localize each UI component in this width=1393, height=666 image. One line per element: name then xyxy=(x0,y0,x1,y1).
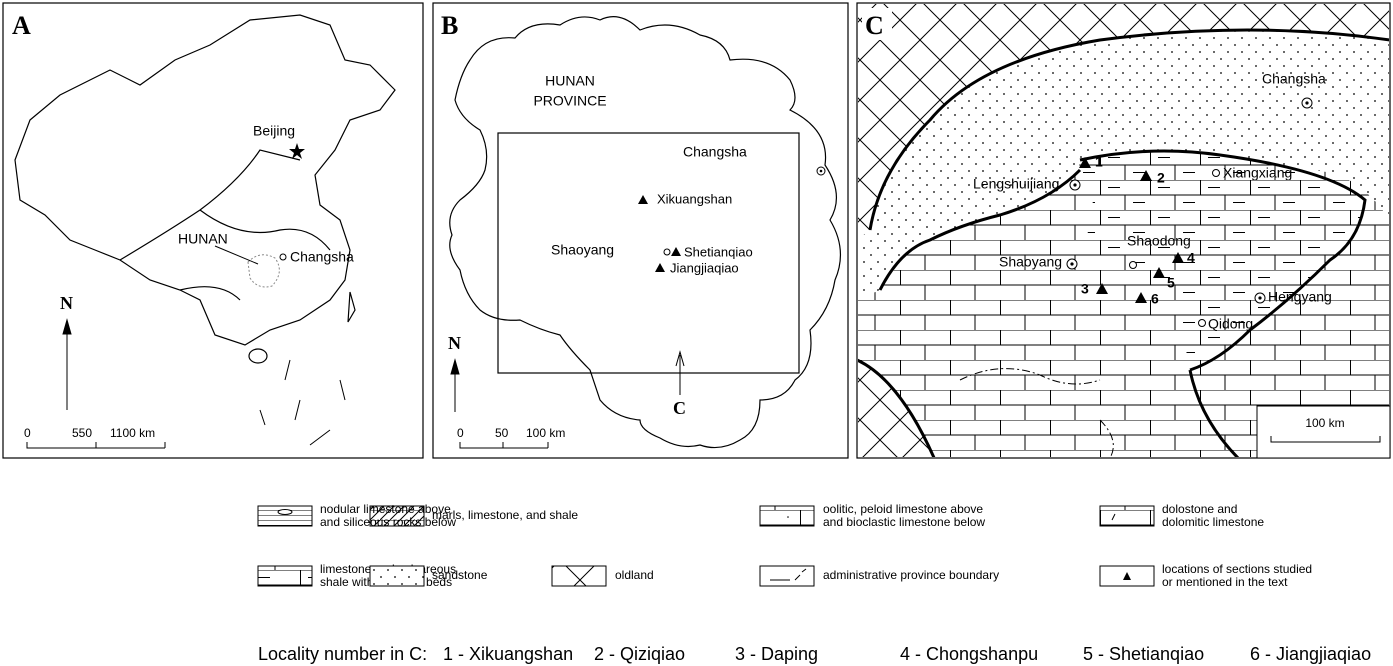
legend-swatch xyxy=(258,566,312,586)
scale-label: 550 xyxy=(72,426,92,440)
panel-c: C Changsha 1 Lengshuijiang 2 Xiangxiang … xyxy=(857,3,1390,460)
section-marker xyxy=(671,247,681,256)
map-label: HUNAN xyxy=(178,231,228,247)
scale-bar xyxy=(27,442,165,448)
map-label: Xiangxiang xyxy=(1223,165,1292,181)
legend-swatch xyxy=(278,510,292,515)
legend-swatch xyxy=(1100,506,1154,526)
locality-item: 6 - Jiangjiaqiao xyxy=(1250,644,1371,664)
section-marker xyxy=(655,263,665,272)
legend-text: oldland xyxy=(615,568,654,582)
map-label: Shaoyang xyxy=(999,254,1062,270)
area-box xyxy=(498,133,799,373)
legend-swatch xyxy=(370,566,424,586)
locality-item: 3 - Daping xyxy=(735,644,818,664)
locality-item: 5 - Shetianqiao xyxy=(1083,644,1204,664)
scale-label: 100 km xyxy=(1305,416,1344,430)
section-marker xyxy=(638,195,648,204)
city xyxy=(1199,320,1206,327)
locality-number: 3 xyxy=(1081,281,1089,297)
map-label: Beijing xyxy=(253,123,295,139)
panel-letter: A xyxy=(12,11,31,40)
north-arrow xyxy=(63,320,71,410)
north-label: N xyxy=(448,333,461,353)
legend-swatch xyxy=(552,566,606,586)
locality-item: 2 - Qiziqiao xyxy=(594,644,685,664)
legend-text: administrative province boundary xyxy=(823,568,999,582)
hunan-outline xyxy=(450,17,841,448)
frame xyxy=(433,3,848,458)
map-label: C xyxy=(673,398,686,418)
legend-text: locations of sections studied xyxy=(1162,562,1312,576)
panel-letter: B xyxy=(441,11,458,40)
scale-label: 0 xyxy=(24,426,31,440)
scale-label: 50 xyxy=(495,426,509,440)
locality-number: 4 xyxy=(1187,250,1195,266)
locality-title: Locality number in C: xyxy=(258,644,427,664)
locality-number: 5 xyxy=(1167,275,1175,291)
map-label: Changsha xyxy=(290,249,354,265)
map-label: Qidong xyxy=(1208,316,1253,332)
map-label: Shetianqiao xyxy=(684,244,753,259)
legend-text: or mentioned in the text xyxy=(1162,575,1288,589)
north-arrow xyxy=(451,360,459,412)
map-label: Shaoyang xyxy=(551,242,614,258)
scale-box xyxy=(1257,406,1390,458)
legend-swatch xyxy=(370,506,424,526)
city xyxy=(1070,262,1073,265)
province-lines xyxy=(120,150,330,300)
legend-text: dolomitic limestone xyxy=(1162,515,1264,529)
map-label: Changsha xyxy=(1262,71,1326,87)
locality-number: 6 xyxy=(1151,291,1159,307)
sea-dashes xyxy=(260,360,345,445)
city xyxy=(1258,296,1261,299)
legend-text: dolostone and xyxy=(1162,502,1237,516)
scale-label: 100 km xyxy=(526,426,565,440)
legend-swatch xyxy=(760,506,814,526)
map-label: Xikuangshan xyxy=(657,191,732,206)
pointer xyxy=(215,246,258,264)
map-label: HUNAN xyxy=(545,73,595,89)
locality-item: 4 - Chongshanpu xyxy=(900,644,1038,664)
map-label: Hengyang xyxy=(1268,289,1332,305)
city xyxy=(820,170,823,173)
locality-item: 1 - Xikuangshan xyxy=(443,644,573,664)
legend-text: oolitic, peloid limestone above xyxy=(823,502,983,516)
city xyxy=(1073,183,1076,186)
hunan-outline xyxy=(248,255,279,287)
scale-label: 1100 km xyxy=(110,426,155,440)
hainan xyxy=(249,349,267,363)
city xyxy=(664,249,670,255)
city xyxy=(280,254,286,260)
localities: Locality number in C: 1 - Xikuangshan 2 … xyxy=(258,644,1371,664)
city xyxy=(1213,170,1220,177)
panel-letter: C xyxy=(865,11,884,40)
map-label: PROVINCE xyxy=(533,93,606,109)
figure: A Beijing HUNAN Changsha N 0 550 1100 km… xyxy=(0,0,1393,666)
panel-a: A Beijing HUNAN Changsha N 0 550 1100 km xyxy=(3,3,423,458)
city xyxy=(1130,262,1137,269)
legend-text: marls, limestone, and shale xyxy=(432,508,578,522)
scale-label: 0 xyxy=(457,426,464,440)
legend: nodular limestone above and siliceous ro… xyxy=(258,502,1312,589)
legend-text: and bioclastic limestone below xyxy=(823,515,985,529)
locality-number: 2 xyxy=(1157,170,1165,186)
star xyxy=(289,143,305,159)
panel-b: B HUNAN PROVINCE Changsha Xikuangshan Sh… xyxy=(433,3,848,458)
city xyxy=(1305,101,1308,104)
taiwan xyxy=(348,292,355,322)
map-label: Shaodong xyxy=(1127,233,1191,249)
legend-text: sandstone xyxy=(432,568,488,582)
north-label: N xyxy=(60,293,73,313)
scale-bar xyxy=(460,442,548,448)
map-label: Lengshuijiang xyxy=(973,176,1059,192)
map-label: Jiangjiaqiao xyxy=(670,260,739,275)
locality-number: 1 xyxy=(1095,154,1103,170)
map-label: Changsha xyxy=(683,144,747,160)
